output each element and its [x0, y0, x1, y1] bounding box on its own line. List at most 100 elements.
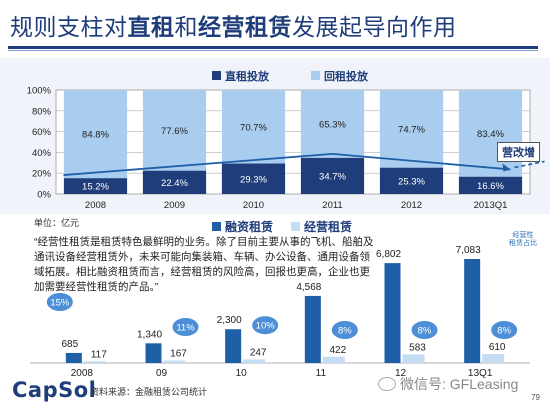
top-bar-direct-lease	[300, 157, 365, 194]
title-part-3: 经营租赁	[198, 15, 292, 41]
bottom-bar-operating-lease	[243, 359, 266, 363]
bottom-bar-finance-lease	[464, 259, 481, 363]
top-bar-direct-lease	[221, 163, 286, 194]
top-bar-direct-lease	[63, 178, 128, 194]
bottom-operating-label: 167	[170, 349, 187, 360]
top-trend-up-line	[63, 153, 333, 176]
top-legend-swatch	[311, 71, 320, 80]
bottom-finance-label: 4,568	[296, 282, 321, 293]
top-trend-dashed-line	[514, 160, 545, 169]
top-dark-label: 29.3%	[240, 174, 267, 185]
title-part-2: 和	[174, 15, 198, 41]
bottom-bar-operating-lease	[83, 361, 106, 363]
top-dark-label: 34.7%	[319, 171, 346, 182]
title-part-4: 发展起导向作用	[292, 15, 457, 41]
bottom-finance-label: 7,083	[456, 245, 481, 256]
bottom-bar-operating-lease	[482, 354, 505, 363]
bottom-xtick-label: 2008	[71, 368, 94, 379]
top-light-label: 70.7%	[240, 122, 267, 133]
bottom-xtick-label: 13Q1	[468, 368, 493, 379]
top-xtick-label: 2012	[401, 200, 422, 211]
top-xtick-label: 2011	[322, 200, 342, 211]
bottom-share-bubble	[491, 321, 518, 339]
bottom-finance-label: 6,802	[376, 249, 401, 260]
bottom-operating-label: 117	[91, 349, 107, 360]
wechat-id: 微信号: GFLeasing	[400, 376, 519, 392]
title-part-1: 直租	[127, 15, 175, 41]
bottom-finance-label: 2,300	[217, 315, 242, 326]
bottom-bar-operating-lease	[402, 354, 425, 363]
top-light-label: 74.7%	[398, 124, 425, 135]
bottom-share-label: 11%	[176, 323, 195, 334]
bottom-share-bubble	[172, 318, 199, 336]
bottom-xtick-label: 09	[156, 368, 168, 379]
bottom-bar-operating-lease	[163, 360, 186, 363]
bottom-xtick-label: 11	[316, 368, 327, 379]
bottom-finance-label: 1,340	[137, 329, 162, 340]
top-bar-return-lease	[379, 90, 444, 168]
top-bar-return-lease	[300, 90, 365, 158]
page-number: 79	[531, 393, 540, 402]
bottom-legend-swatch	[291, 222, 300, 231]
bottom-operating-label: 610	[489, 342, 506, 353]
bottom-bar-finance-lease	[304, 295, 321, 363]
bottom-legend-swatch	[212, 222, 221, 231]
tax-reform-tag: 营改增	[497, 142, 540, 162]
top-dark-label: 15.2%	[82, 182, 109, 193]
title-part-0: 规则支柱对	[10, 15, 128, 41]
bottom-share-label: 15%	[50, 298, 70, 309]
top-ytick-label: 40%	[32, 148, 52, 159]
top-ytick-label: 60%	[32, 127, 52, 138]
top-xtick-label: 2008	[85, 200, 106, 211]
top-trend-down-line	[332, 153, 511, 171]
bottom-bar-finance-lease	[145, 343, 162, 363]
bottom-bar-finance-lease	[225, 329, 242, 363]
top-xtick-label: 2010	[243, 200, 264, 211]
bottom-legend-label: 经营租赁	[304, 219, 352, 234]
top-light-label: 83.4%	[477, 129, 504, 140]
bottom-operating-label: 247	[250, 347, 267, 358]
top-dark-label: 25.3%	[398, 176, 425, 187]
bottom-bar-operating-lease	[322, 356, 345, 363]
bottom-share-label: 8%	[497, 326, 511, 337]
top-bar-direct-lease	[458, 176, 523, 194]
top-dark-label: 16.6%	[477, 181, 504, 192]
quote-text: “经营性租赁是租赁特色最鲜明的业务。除了目前主要从事的飞机、船舶及通讯设备经营租…	[34, 236, 374, 293]
bottom-share-label: 8%	[338, 326, 352, 337]
bottom-share-bubble	[331, 321, 358, 339]
bottom-bar-finance-lease	[384, 263, 401, 363]
top-legend-label: 直租投放	[225, 69, 270, 83]
bottom-share-label: 10%	[256, 321, 276, 332]
bottom-bar-finance-lease	[65, 352, 82, 363]
capsol-logo: CapSol	[12, 378, 97, 402]
top-legend-label: 回租投放	[324, 69, 369, 83]
top-light-label: 65.3%	[319, 119, 346, 130]
top-light-label: 77.6%	[161, 126, 188, 137]
bottom-share-bubble	[252, 316, 279, 335]
wechat-icon	[378, 377, 396, 391]
top-bar-return-lease	[63, 90, 128, 179]
top-bar-return-lease	[221, 90, 286, 164]
top-xtick-label: 2009	[164, 200, 185, 211]
top-bar-return-lease	[458, 90, 523, 177]
top-ytick-label: 0%	[37, 190, 51, 201]
bottom-legend-label: 融资租赁	[225, 219, 273, 234]
bottom-finance-label: 685	[61, 339, 78, 350]
wechat-watermark: 微信号: GFLeasing	[378, 374, 518, 394]
bottom-operating-label: 422	[329, 345, 346, 356]
title-rule	[8, 46, 538, 49]
bottom-xtick-label: 10	[236, 368, 248, 379]
slide-title: 规则支柱对直租和经营租赁发展起导向作用	[10, 8, 457, 42]
top-bar-return-lease	[142, 90, 207, 171]
share-note: 经营性 租赁占比	[509, 232, 537, 247]
top-xtick-label: 2013Q1	[474, 200, 508, 211]
bottom-share-label: 8%	[418, 326, 432, 337]
top-ytick-label: 100%	[27, 86, 52, 97]
top-ytick-label: 80%	[32, 106, 52, 117]
top-light-label: 84.8%	[82, 130, 109, 141]
top-trend-arrowhead	[502, 163, 511, 172]
unit-label: 单位：亿元	[34, 218, 80, 228]
source-note: 资料来源：金融租赁公司统计	[90, 387, 208, 397]
title-rule-thin	[8, 50, 538, 51]
